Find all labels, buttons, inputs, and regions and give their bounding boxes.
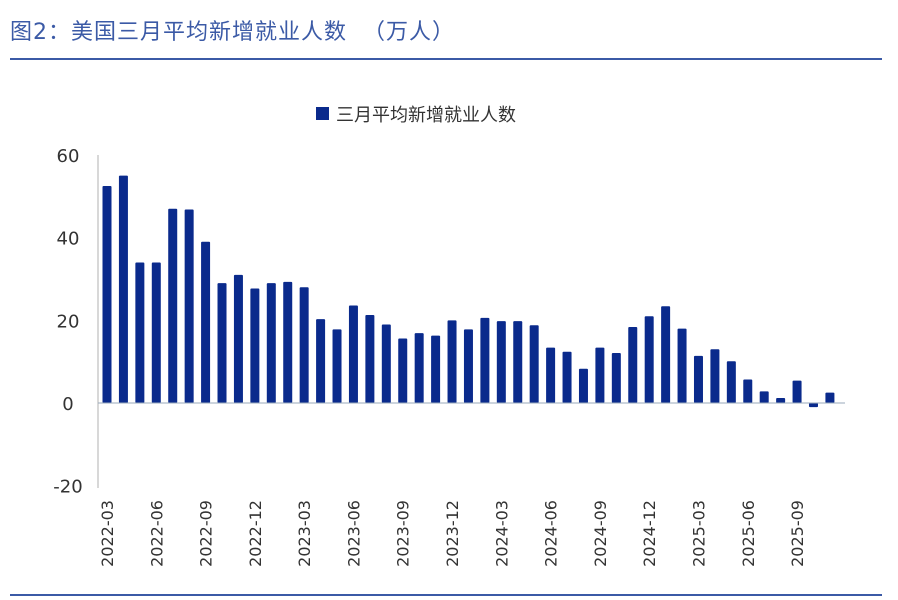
bar-2024-02 xyxy=(480,317,490,403)
bar-2024-12 xyxy=(644,316,654,403)
bar-2024-10 xyxy=(611,352,621,403)
x-tick-label: 2023-06 xyxy=(344,500,363,567)
bar-2022-11 xyxy=(233,274,243,403)
bar-2023-11 xyxy=(431,335,441,403)
bar-2025-09 xyxy=(792,380,802,403)
x-tick-label: 2025-09 xyxy=(788,500,807,567)
bar-2024-09 xyxy=(595,347,605,403)
bar-2024-03 xyxy=(496,321,506,403)
y-tick-label: 0 xyxy=(62,394,73,415)
bar-2025-06 xyxy=(743,379,753,403)
bar-2023-04 xyxy=(316,319,326,403)
bar-2022-06 xyxy=(151,262,161,403)
bar-2023-07 xyxy=(365,314,375,403)
x-tick-label: 2023-03 xyxy=(295,500,314,567)
bar-2023-06 xyxy=(348,305,358,403)
x-tick-label: 2024-12 xyxy=(640,500,659,567)
bar-2022-03 xyxy=(102,186,112,403)
bar-2024-04 xyxy=(513,321,523,403)
bar-2023-01 xyxy=(266,283,276,403)
bar-2025-01 xyxy=(661,306,671,403)
bar-2023-05 xyxy=(332,329,342,403)
x-tick-label: 2022-12 xyxy=(246,500,265,567)
bar-2025-11 xyxy=(825,392,835,403)
legend-label: 三月平均新增就业人数 xyxy=(336,105,516,126)
bar-2025-04 xyxy=(710,349,720,403)
y-tick-label: 20 xyxy=(57,311,80,332)
bar-2025-03 xyxy=(693,355,703,403)
bar-2024-05 xyxy=(529,325,539,403)
x-tick-label: 2025-03 xyxy=(689,500,708,567)
x-tick-label: 2024-06 xyxy=(542,500,561,567)
y-tick-label: -20 xyxy=(53,477,82,498)
x-tick-label: 2022-03 xyxy=(98,500,117,567)
title-divider xyxy=(10,58,882,60)
bar-2024-07 xyxy=(562,351,572,403)
bar-2022-07 xyxy=(168,208,178,403)
bar-2025-08 xyxy=(776,398,786,403)
legend: 三月平均新增就业人数 xyxy=(316,105,516,126)
bar-2022-08 xyxy=(184,209,194,403)
bar-2025-05 xyxy=(726,361,736,403)
figure-title: 图2：美国三月平均新增就业人数 （万人） xyxy=(10,20,455,45)
bar-2022-04 xyxy=(118,175,128,403)
y-tick-label: 40 xyxy=(57,229,80,250)
bar-2025-07 xyxy=(759,391,769,403)
bar-2023-09 xyxy=(398,338,408,403)
bar-2024-01 xyxy=(463,329,473,403)
bar-2025-10 xyxy=(808,403,818,408)
bar-2023-10 xyxy=(414,333,424,403)
bar-2023-12 xyxy=(447,320,457,403)
bar-2022-05 xyxy=(135,262,145,403)
bottom-divider xyxy=(10,594,882,596)
x-tick-label: 2023-12 xyxy=(443,500,462,567)
bar-2023-03 xyxy=(299,287,309,403)
legend-swatch xyxy=(316,107,329,120)
bar-2025-02 xyxy=(677,328,687,403)
x-tick-label: 2024-09 xyxy=(591,500,610,567)
x-tick-label: 2025-06 xyxy=(739,500,758,567)
x-tick-label: 2022-09 xyxy=(197,500,216,567)
bar-2023-08 xyxy=(381,324,391,403)
bar-2022-12 xyxy=(250,288,260,403)
bar-2024-08 xyxy=(578,368,588,403)
y-tick-label: 60 xyxy=(57,146,80,167)
x-tick-label: 2024-03 xyxy=(492,500,511,567)
bar-2024-06 xyxy=(546,347,556,403)
bar-2024-11 xyxy=(628,326,638,403)
bar-2023-02 xyxy=(283,281,293,403)
x-tick-label: 2022-06 xyxy=(147,500,166,567)
x-tick-label: 2023-09 xyxy=(394,500,413,567)
bar-2022-09 xyxy=(201,241,211,403)
bar-2022-10 xyxy=(217,283,227,403)
